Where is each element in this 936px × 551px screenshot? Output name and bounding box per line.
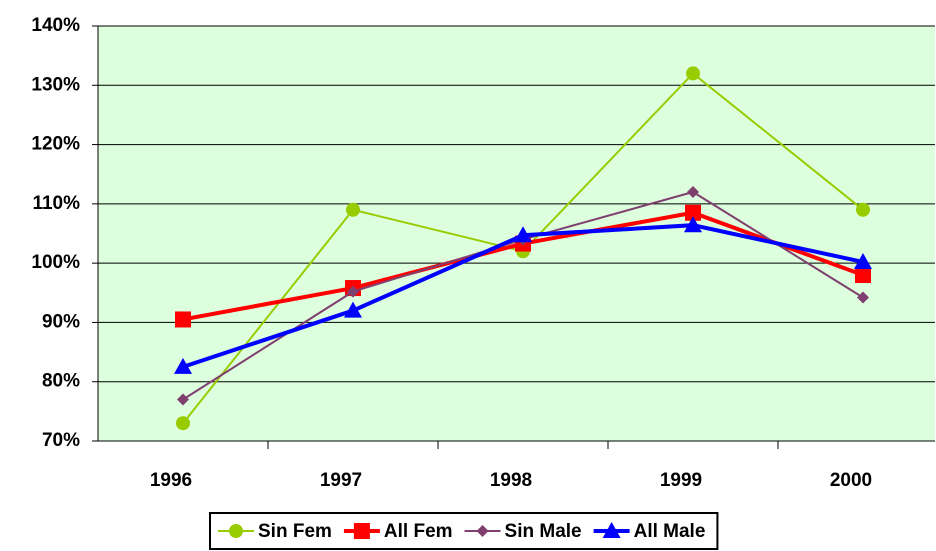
legend-label: All Fem	[384, 521, 453, 542]
marker	[686, 66, 700, 81]
y-tick-label: 120%	[31, 134, 80, 155]
x-tick-label: 1996	[150, 470, 192, 491]
legend-label: All Male	[634, 521, 706, 542]
y-tick-label: 90%	[42, 311, 80, 332]
y-tick-label: 100%	[31, 252, 80, 273]
marker	[856, 202, 870, 217]
legend-label: Sin Male	[505, 521, 582, 542]
y-tick-label: 110%	[32, 193, 80, 214]
marker	[476, 525, 489, 537]
marker	[855, 267, 871, 283]
marker	[177, 393, 189, 406]
marker	[347, 285, 359, 298]
marker	[684, 216, 702, 233]
marker	[602, 522, 621, 538]
legend: Sin Fem All Fem Sin Male All Male	[209, 512, 719, 550]
legend-box	[209, 512, 719, 550]
marker	[685, 204, 701, 221]
marker	[687, 186, 699, 198]
marker	[229, 524, 243, 538]
marker	[346, 202, 360, 217]
legend-label: Sin Fem	[258, 521, 332, 542]
x-tick-label: 2000	[830, 470, 872, 491]
y-tick-label: 130%	[31, 74, 80, 95]
marker	[854, 252, 872, 269]
y-tick-label: 70%	[42, 430, 80, 451]
marker	[344, 301, 362, 318]
x-tick-label: 1998	[490, 470, 532, 491]
x-tick-label: 1997	[320, 470, 362, 491]
x-tick-label: 1999	[660, 470, 702, 491]
y-tick-label: 140%	[31, 15, 80, 36]
marker	[514, 226, 532, 243]
y-tick-label: 80%	[42, 371, 80, 392]
marker	[353, 523, 370, 539]
marker	[174, 357, 192, 374]
marker	[175, 311, 191, 328]
marker	[176, 416, 190, 431]
marker	[857, 291, 869, 304]
plot-area	[98, 26, 935, 441]
